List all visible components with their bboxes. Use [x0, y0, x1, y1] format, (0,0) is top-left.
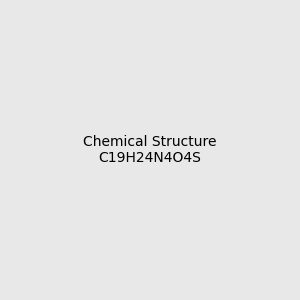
Text: Chemical Structure
C19H24N4O4S: Chemical Structure C19H24N4O4S — [83, 135, 217, 165]
